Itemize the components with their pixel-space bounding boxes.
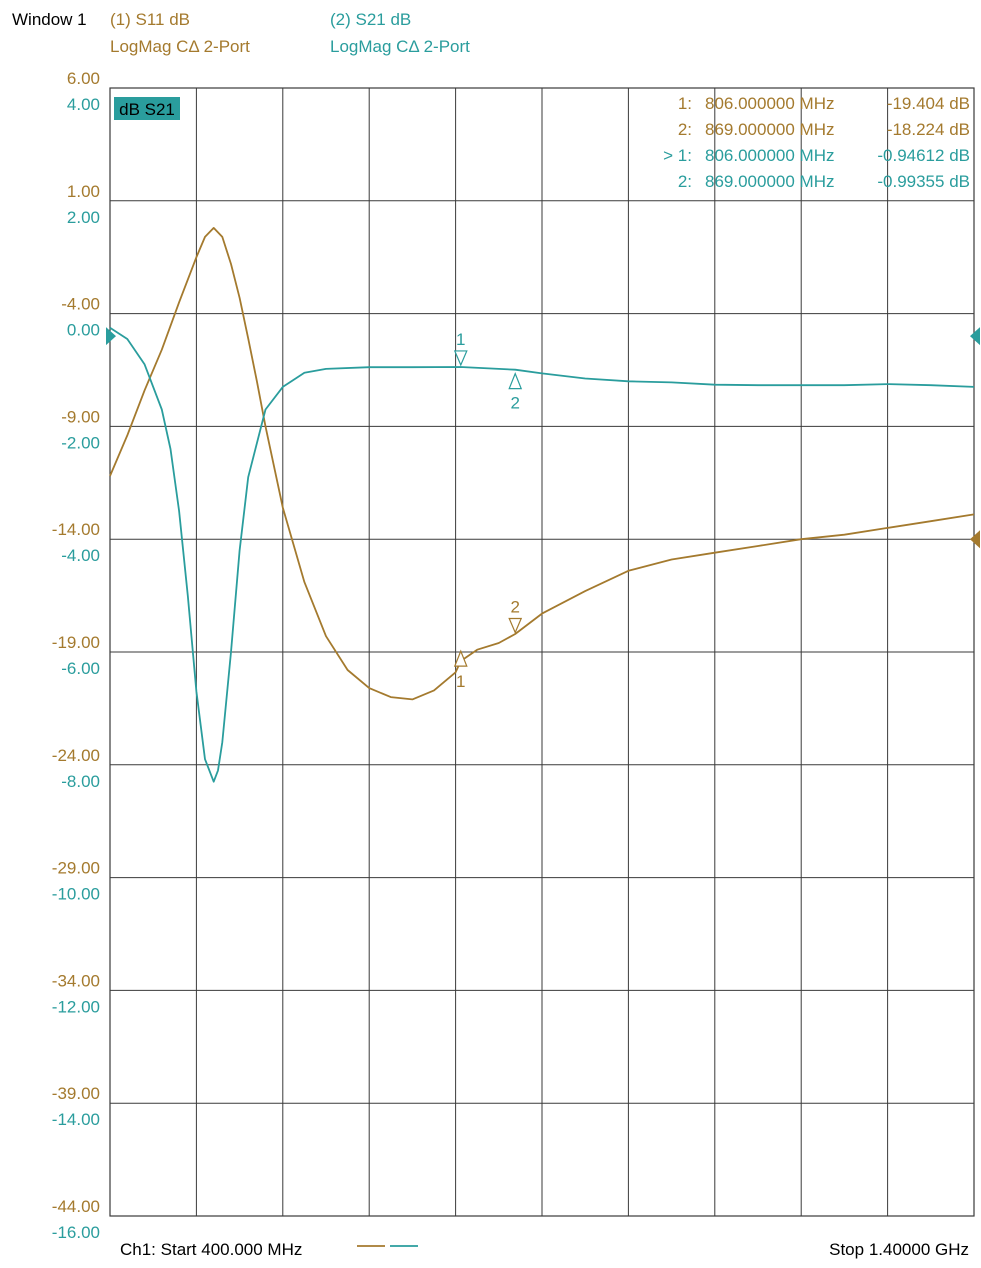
window-title: Window 1	[12, 10, 87, 29]
s21-marker-1-triangle[interactable]	[453, 350, 468, 367]
s11-y-tick-label: -19.00	[52, 633, 100, 652]
series-line-s11	[109, 227, 975, 701]
s11-y-tick-label: -14.00	[52, 520, 100, 539]
marker-readout-frequency: 806.000000 MHz	[705, 146, 834, 165]
s21-y-tick-label: 0.00	[67, 321, 100, 340]
s21-marker-2-triangle[interactable]	[508, 372, 523, 390]
s11-y-tick-label: -44.00	[52, 1197, 100, 1216]
s21-y-tick-label: -8.00	[61, 772, 100, 791]
s21-y-tick-label: -12.00	[52, 997, 100, 1016]
marker-readout-number: 2:	[678, 120, 692, 139]
s11-y-tick-label: 1.00	[67, 182, 100, 201]
series-line-s21	[109, 326, 975, 783]
s21-marker-2-label: 2	[510, 394, 519, 413]
s11-y-tick-label: -34.00	[52, 971, 100, 990]
s21-y-tick-label: -2.00	[61, 433, 100, 452]
stop-frequency: Stop 1.40000 GHz	[829, 1240, 969, 1259]
s11-y-tick-label: -24.00	[52, 746, 100, 765]
marker-readout-number: 1:	[678, 94, 692, 113]
marker-readout-number: > 1:	[663, 146, 692, 165]
s11-marker-1-label: 1	[456, 672, 465, 691]
s11-y-tick-label: 6.00	[67, 69, 100, 88]
active-trace-badge-label: dB S21	[119, 100, 175, 119]
s21-y-tick-label: -16.00	[52, 1223, 100, 1242]
marker-readout-value: -19.404 dB	[887, 94, 970, 113]
s21-reference-marker-right	[970, 327, 980, 346]
s11-marker-2-label: 2	[510, 597, 519, 616]
s21-y-tick-label: -6.00	[61, 659, 100, 678]
marker-readout-value: -18.224 dB	[887, 120, 970, 139]
s11-reference-marker-right	[970, 530, 980, 549]
s21-y-tick-label: 4.00	[67, 95, 100, 114]
marker-readout-value: -0.94612 dB	[877, 146, 970, 165]
s21-y-tick-label: -14.00	[52, 1110, 100, 1129]
marker-readout-frequency: 806.000000 MHz	[705, 94, 834, 113]
s21-y-tick-label: -10.00	[52, 885, 100, 904]
s11-y-tick-label: -39.00	[52, 1084, 100, 1103]
trace1-format[interactable]: LogMag CΔ 2-Port	[110, 37, 250, 56]
s21-marker-1-label: 1	[456, 330, 465, 349]
s21-y-tick-label: -4.00	[61, 546, 100, 565]
marker-readout-number: 2:	[678, 172, 692, 191]
marker-readout-frequency: 869.000000 MHz	[705, 172, 834, 191]
s21-y-tick-label: 2.00	[67, 208, 100, 227]
start-frequency: Ch1: Start 400.000 MHz	[120, 1240, 303, 1259]
s11-y-tick-label: -4.00	[61, 295, 100, 314]
s11-y-tick-label: -9.00	[61, 407, 100, 426]
trace1-title[interactable]: (1) S11 dB	[110, 10, 191, 29]
s11-marker-1-triangle[interactable]	[453, 649, 468, 667]
trace2-format[interactable]: LogMag CΔ 2-Port	[330, 37, 470, 56]
marker-readout-value: -0.99355 dB	[877, 172, 970, 191]
s11-marker-2-triangle[interactable]	[508, 617, 523, 635]
s11-y-tick-label: -29.00	[52, 859, 100, 878]
marker-readout-frequency: 869.000000 MHz	[705, 120, 834, 139]
active-trace-badge[interactable]	[114, 97, 180, 120]
s21-reference-marker-left	[106, 327, 116, 346]
trace2-title[interactable]: (2) S21 dB	[330, 10, 412, 29]
